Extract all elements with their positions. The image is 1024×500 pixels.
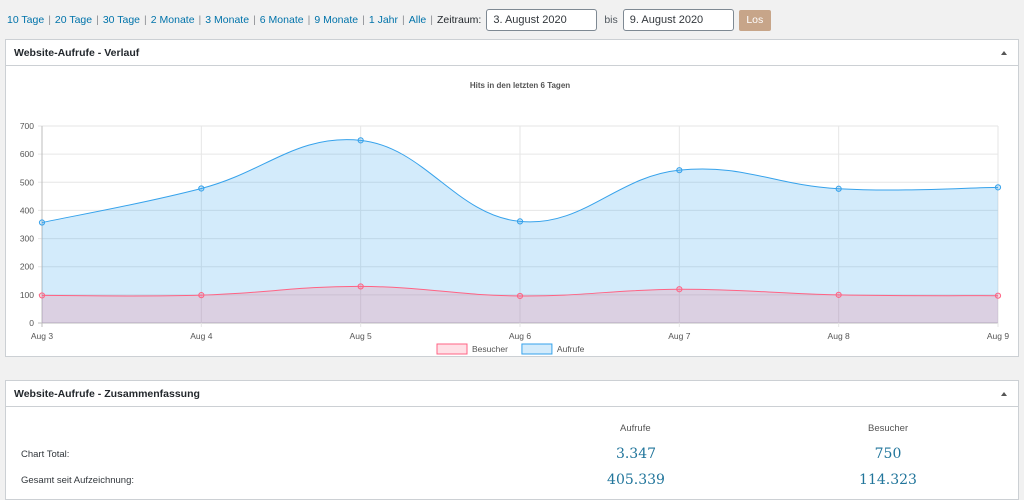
legend-label-besucher: Besucher (472, 344, 508, 354)
bis-label: bis (604, 14, 618, 26)
line-chart: Hits in den letzten 6 Tagen 0 100 200 300 400… (20, 81, 1009, 355)
series-line-aufrufe (41, 139, 999, 224)
row-label-chart-total: Chart Total: (21, 449, 70, 460)
range-link-3-monate[interactable]: 3 Monate (205, 14, 250, 26)
arrow-up-icon[interactable] (1001, 50, 1007, 55)
x-tick-label: Aug 8 (828, 331, 850, 341)
data-point-besucher (38, 292, 46, 299)
y-tick-label: 700 (20, 121, 34, 131)
data-point-aufrufe (198, 185, 205, 192)
data-point-besucher (676, 286, 683, 293)
x-tick-label: Aug 4 (190, 331, 212, 341)
data-point-aufrufe (994, 184, 1002, 191)
range-link-6-monate[interactable]: 6 Monate (259, 14, 304, 26)
x-tick-label: Aug 7 (668, 331, 690, 341)
row-label-gesamt: Gesamt seit Aufzeichnung: (21, 475, 135, 486)
legend-swatch-besucher (436, 343, 468, 355)
legend-label-aufrufe: Aufrufe (557, 344, 585, 354)
date-to-input[interactable] (622, 9, 734, 31)
x-tick-label: Aug 3 (31, 331, 53, 341)
gesamt-besucher: 114.323 (859, 472, 917, 488)
arrow-up-icon[interactable] (1001, 391, 1007, 396)
chart-title: Hits in den letzten 6 Tagen (470, 81, 570, 90)
zeitraum-label: Zeitraum: (437, 14, 482, 26)
y-tick-label: 600 (20, 149, 34, 159)
x-tick-label: Aug 5 (350, 331, 372, 341)
y-tick-label: 500 (20, 177, 34, 187)
data-point-aufrufe (676, 167, 683, 174)
column-header-aufrufe: Aufrufe (620, 423, 651, 434)
y-tick-label: 300 (20, 234, 34, 244)
data-point-aufrufe (835, 185, 842, 192)
data-point-besucher (835, 291, 842, 298)
chart-postbox-title: Website-Aufrufe - Verlauf (14, 46, 140, 59)
summary-postbox-header: Website-Aufrufe - Zusammenfassung (6, 381, 1018, 407)
go-button[interactable]: Los (738, 9, 771, 31)
x-tick-label: Aug 9 (987, 331, 1009, 341)
data-point-besucher (357, 283, 364, 290)
area-fill-besucher (42, 286, 998, 323)
x-tick-label: Aug 6 (509, 331, 531, 341)
range-link-20-tage[interactable]: 20 Tage (54, 14, 93, 26)
y-tick-label: 200 (20, 262, 34, 272)
range-link-1-jahr[interactable]: 1 Jahr (368, 14, 399, 26)
chart-total-aufrufe: 3.347 (615, 446, 657, 462)
range-link-10-tage[interactable]: 10 Tage (7, 14, 45, 26)
date-from-input[interactable] (486, 9, 598, 31)
legend-swatch-aufrufe (521, 343, 553, 355)
data-point-aufrufe (516, 218, 524, 225)
range-link-2-monate[interactable]: 2 Monate (150, 14, 195, 26)
column-header-besucher: Besucher (868, 423, 909, 434)
summary-postbox-title: Website-Aufrufe - Zusammenfassung (14, 387, 200, 400)
chart-postbox-header: Website-Aufrufe - Verlauf (6, 40, 1018, 66)
y-tick-label: 400 (20, 205, 34, 215)
data-point-besucher (198, 292, 205, 299)
range-bar: 10 Tage | 20 Tage | 30 Tage | 2 Monate | 3 M… (7, 9, 771, 31)
summary-postbox: Website-Aufrufe - Zusammenfassung Aufruf… (5, 380, 1019, 500)
range-link-alle[interactable]: Alle (408, 14, 427, 26)
area-fill-aufrufe (42, 139, 998, 323)
range-link-9-monate[interactable]: 9 Monate (314, 14, 359, 26)
series-line-besucher (41, 285, 999, 297)
gesamt-aufrufe: 405.339 (607, 472, 665, 488)
data-point-aufrufe (38, 219, 46, 226)
y-tick-label: 100 (20, 290, 34, 300)
range-link-30-tage[interactable]: 30 Tage (102, 14, 141, 26)
chart-postbox: Website-Aufrufe - Verlauf Hits in den le… (5, 39, 1019, 357)
data-point-besucher (994, 292, 1002, 299)
y-tick-label: 0 (29, 318, 34, 328)
data-point-besucher (516, 292, 524, 300)
chart-total-besucher: 750 (874, 446, 902, 462)
data-point-aufrufe (357, 137, 364, 144)
